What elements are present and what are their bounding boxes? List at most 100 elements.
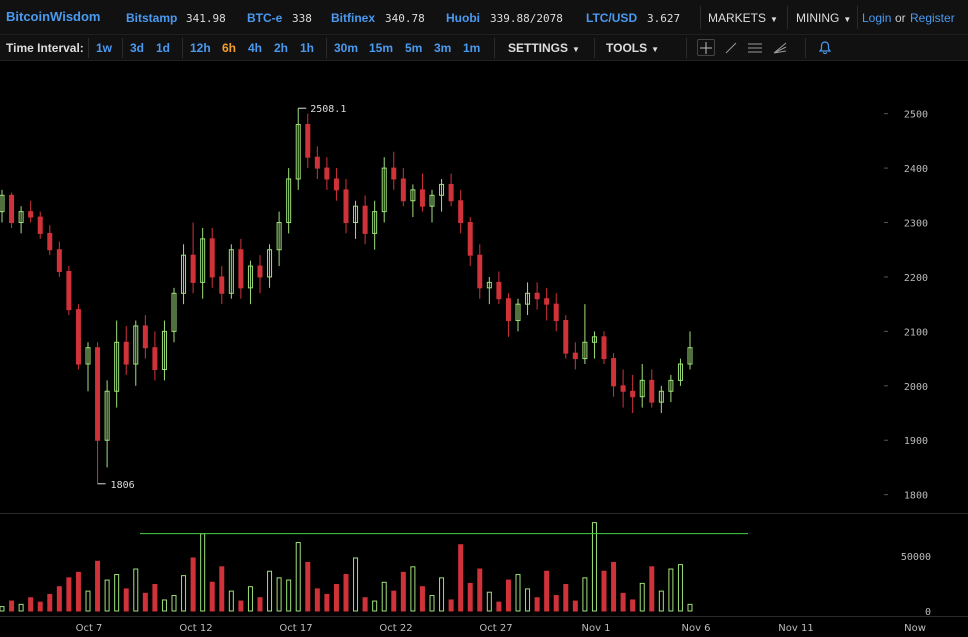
y-tick-label: 2400 — [904, 164, 928, 175]
candle-body — [123, 341, 129, 365]
interval-3m[interactable]: 3m — [434, 41, 452, 55]
interval-12h[interactable]: 12h — [190, 41, 211, 55]
volume-bar — [353, 557, 359, 612]
volume-bar — [219, 566, 225, 612]
interval-1w[interactable]: 1w — [96, 41, 113, 55]
volume-bar — [18, 603, 24, 612]
candle-body — [362, 205, 368, 234]
mining-menu[interactable]: MINING ▼ — [796, 11, 851, 25]
brand-logo[interactable]: BitcoinWisdom — [6, 9, 101, 24]
y-tick-label: 1800 — [904, 491, 928, 502]
market-huobi-link[interactable]: Huobi — [446, 11, 480, 25]
candle-body — [9, 194, 15, 224]
candle-body — [142, 325, 148, 349]
divider — [594, 38, 595, 58]
candle-body — [448, 183, 454, 202]
volume-bar — [247, 586, 253, 612]
volume-bar — [525, 588, 531, 612]
volume-bar — [391, 590, 397, 612]
chevron-down-icon: ▼ — [770, 15, 778, 24]
candle-body — [505, 298, 511, 321]
trend-line-icon[interactable] — [722, 39, 740, 56]
interval-4h[interactable]: 4h — [248, 41, 263, 55]
interval-1d[interactable]: 1d — [156, 41, 171, 55]
tools-menu[interactable]: TOOLS ▼ — [606, 41, 659, 55]
interval-1m[interactable]: 1m — [463, 41, 481, 55]
candle-body — [649, 379, 655, 403]
y-tick-label: 2200 — [904, 273, 928, 284]
bell-icon[interactable] — [816, 39, 834, 56]
divider — [787, 6, 788, 29]
candle-body — [324, 167, 330, 180]
candle-body — [305, 124, 311, 158]
volume-bar — [496, 601, 502, 612]
candle-body — [515, 303, 521, 321]
candle-body — [410, 189, 416, 202]
candle-body — [37, 216, 43, 234]
volume-bar — [505, 579, 511, 612]
volume-bar — [104, 579, 110, 612]
volume-bar — [515, 574, 521, 612]
markets-menu-label: MARKETS — [708, 11, 767, 25]
volume-bar — [333, 583, 339, 612]
candle-body — [668, 379, 674, 392]
candle-body — [286, 178, 292, 224]
candle-body — [534, 292, 540, 300]
market-bitstamp-link[interactable]: Bitstamp — [126, 11, 178, 25]
candle-body — [219, 276, 225, 294]
divider — [805, 38, 806, 58]
volume-bar — [639, 582, 645, 612]
login-link[interactable]: Login — [862, 11, 892, 25]
volume-bar — [267, 570, 273, 612]
interval-5m[interactable]: 5m — [405, 41, 423, 55]
volume-bar — [687, 603, 693, 612]
time-interval-label: Time Interval: — [6, 41, 84, 55]
chart-labels: 2500 2400 2300 2200 2100 2000 1900 1800 50000 0 Oc… — [76, 104, 931, 634]
candle-body — [620, 385, 626, 392]
volume-bar — [611, 561, 617, 612]
market-btce-link[interactable]: BTC-e — [247, 11, 283, 25]
market-bitfinex-link[interactable]: Bitfinex — [331, 11, 376, 25]
settings-menu[interactable]: SETTINGS ▼ — [508, 41, 580, 55]
divider — [700, 6, 701, 29]
volume-bar — [630, 599, 636, 612]
volume-bar — [190, 557, 196, 612]
volume-bar — [534, 597, 540, 612]
volume-bar — [228, 590, 234, 612]
interval-3d[interactable]: 3d — [130, 41, 145, 55]
interval-15m[interactable]: 15m — [369, 41, 394, 55]
candle-body — [591, 336, 597, 343]
candle-body — [114, 341, 120, 392]
candle-body — [439, 183, 445, 196]
markets-menu[interactable]: MARKETS ▼ — [708, 11, 778, 25]
volume-bar — [649, 566, 655, 612]
price-chart[interactable]: 2500 2400 2300 2200 2100 2000 1900 1800 50000 0 Oc… — [0, 61, 968, 637]
volume-bar — [419, 586, 425, 612]
divider — [182, 38, 183, 58]
market-ltcusd-link[interactable]: LTC/USD — [586, 11, 638, 25]
candle-body — [563, 319, 569, 354]
chevron-down-icon: ▼ — [843, 15, 852, 24]
interval-30m[interactable]: 30m — [334, 41, 359, 55]
fan-icon[interactable] — [771, 39, 789, 56]
interval-2h[interactable]: 2h — [274, 41, 289, 55]
register-link[interactable]: Register — [910, 11, 955, 25]
interval-1h[interactable]: 1h — [300, 41, 315, 55]
chevron-down-icon: ▼ — [572, 45, 580, 54]
interval-6h[interactable]: 6h — [222, 41, 237, 55]
volume-bar — [47, 593, 53, 612]
y-tick-label: 2300 — [904, 219, 928, 230]
volume-bar — [200, 533, 206, 612]
crosshair-icon[interactable] — [697, 39, 715, 56]
x-tick-label: Now — [904, 623, 926, 634]
y-tick-label: 2100 — [904, 327, 928, 338]
candle-body — [391, 167, 397, 180]
divider — [122, 38, 123, 58]
volume-bar — [123, 588, 129, 612]
y-tick-label: 2000 — [904, 382, 928, 393]
volume-bar — [544, 570, 550, 612]
candle-body — [0, 194, 5, 213]
candle-body — [525, 292, 531, 305]
horizontal-lines-icon[interactable] — [746, 39, 764, 56]
divider — [494, 38, 495, 58]
